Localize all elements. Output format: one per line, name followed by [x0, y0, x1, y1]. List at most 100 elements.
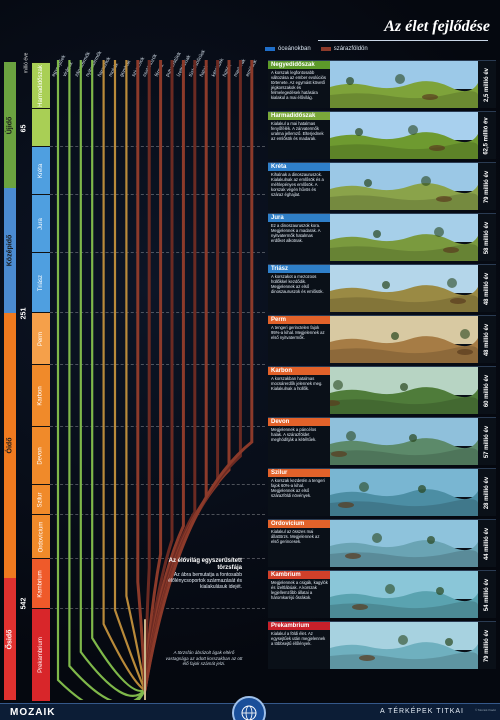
tree-branch-1	[68, 60, 147, 700]
panel-scene	[330, 571, 478, 618]
period-perm: Perm	[32, 312, 50, 365]
panel-scene	[330, 367, 478, 414]
panel-heading: Prekambrium	[268, 622, 330, 630]
panel-text: Harmadidőszak Kialakul a mai hatalmas fen…	[268, 112, 330, 159]
panel-heading: Karbon	[268, 367, 330, 375]
panel-10: Kambrium Megjelennek a csigák, kagylók és…	[268, 570, 496, 618]
globe-badge-icon	[232, 696, 266, 720]
panel-text: Kréta Kihalnak a dinoszauruszok. Kialakul…	[268, 163, 330, 210]
panel-duration: 48 millió év	[484, 323, 491, 356]
panel-scene	[330, 163, 478, 210]
panel-text: Perm A tengeri gerinctelen fajok 95%-a ki…	[268, 316, 330, 363]
panel-description: A korszak legfontosabb változása az embe…	[271, 70, 326, 100]
panel-11: Prekambrium Kialakul a földi élet. Az egy…	[268, 621, 496, 669]
tree-branch-3	[91, 60, 147, 693]
legend-sea-swatch	[265, 47, 275, 51]
mya-label: millió éve	[23, 52, 30, 74]
legend-sea: óceánokban	[265, 46, 311, 52]
tree-branch-6	[125, 60, 147, 692]
panel-duration: 62,5 millió év	[484, 116, 491, 155]
panel-text: Triász A korszakot a mezozoos hüllőkkel k…	[268, 265, 330, 312]
panel-scene	[330, 520, 478, 567]
panel-description: Kialakul a mai hatalmas fenyőfélék. A zá…	[271, 121, 324, 141]
panel-heading: Devon	[268, 418, 330, 426]
rule-6	[50, 426, 265, 427]
period-harmadidoszak-lower	[32, 108, 50, 147]
tree-caption-heading: Az élővilág egyszerűsített törzsfája	[168, 558, 242, 571]
legend-land-swatch	[320, 47, 331, 51]
era-ujido: Újidő	[4, 62, 16, 188]
panel-text: Ordovícium Kialakul az összes mai állattö…	[268, 520, 330, 567]
panel-scene	[330, 214, 478, 261]
era-kozepido: Középidő	[4, 188, 16, 313]
panel-scene	[330, 112, 478, 159]
panel-0: Negyedidőszak A korszak legfontosabb vált…	[268, 60, 496, 108]
panel-duration: 79 millió év	[484, 170, 491, 203]
rule-4	[50, 312, 265, 313]
panel-duration: 54 millió év	[484, 578, 491, 611]
period-triasz: Triász	[32, 252, 50, 313]
era-osido: Ősidő	[4, 578, 16, 700]
title-rule	[318, 40, 488, 41]
panel-duration: 58 millió év	[484, 221, 491, 254]
tree-branch-0	[56, 60, 147, 700]
panel-text: Karbon A korszakban hatalmas mocsárerdők …	[268, 367, 330, 414]
panel-description: A korszakban hatalmas mocsárerdők jelenn…	[271, 376, 323, 391]
tree-caption: Az élővilág egyszerűsített törzsfája Az …	[156, 558, 242, 590]
panel-duration: 79 millió év	[484, 629, 491, 662]
panel-scene	[330, 622, 478, 669]
panel-text: Kambrium Megjelennek a csigák, kagylók és…	[268, 571, 330, 618]
period-harmadidoszak: Harmadidőszak	[32, 62, 50, 109]
rule-8	[50, 514, 265, 515]
panel-duration: 28 millió év	[484, 476, 491, 509]
legend-land: szárazföldön	[320, 46, 368, 52]
panel-description: Ez a dinoszauruszok kora. Megjelennek a …	[271, 223, 321, 243]
panel-text: Prekambrium Kialakul a földi élet. Az egy…	[268, 622, 330, 669]
rule-5	[50, 364, 265, 365]
panel-scene	[330, 469, 478, 516]
tree-branch-17	[143, 60, 254, 692]
rule-7	[50, 484, 265, 485]
panel-duration: 57 millió év	[484, 425, 491, 458]
period-karbon: Karbon	[32, 364, 50, 427]
panel-description: Kialakul az összes mai állattörzs. Megje…	[271, 529, 320, 544]
panel-scene	[330, 418, 478, 465]
tree-caption-text: Az ábra bemutatja a fontosabb élőlénycso…	[168, 572, 242, 590]
panel-description: A korszak kezdetén a tengeri fajok 60%-a…	[271, 478, 325, 498]
panel-text: Jura Ez a dinoszauruszok kora. Megjelenne…	[268, 214, 330, 261]
panel-9: Ordovícium Kialakul az összes mai állattö…	[268, 519, 496, 567]
copyright: © Mozaik Kiadó	[474, 708, 496, 712]
panel-8: Szilur A korszak kezdetén a tengeri fajok…	[268, 468, 496, 516]
tree-caption-note: A törzsfán ábrázolt ágak eltérő vastagsá…	[165, 650, 243, 666]
brand-logo: MOZAIK	[10, 707, 56, 718]
period-ordovicium: Ordovícium	[32, 514, 50, 559]
panel-1: Harmadidőszak Kialakul a mai hatalmas fen…	[268, 111, 496, 159]
panel-duration: 60 millió év	[484, 374, 491, 407]
panel-description: Megjelennek a páncélos halak. A szárazfö…	[271, 427, 317, 442]
boundary-251: 251	[20, 307, 28, 320]
panel-3: Jura Ez a dinoszauruszok kora. Megjelenne…	[268, 213, 496, 261]
panel-6: Karbon A korszakban hatalmas mocsárerdők …	[268, 366, 496, 414]
period-devon: Devon	[32, 426, 50, 485]
period-kreta: Kréta	[32, 146, 50, 195]
tree-branch-7	[136, 60, 147, 692]
panel-heading: Ordovícium	[268, 520, 330, 528]
period-szilur: Szilur	[32, 484, 50, 515]
panel-heading: Kambrium	[268, 571, 330, 579]
panel-heading: Negyedidőszak	[268, 61, 330, 69]
boundary-65: 65	[20, 124, 28, 133]
panel-duration: 2,5 millió év	[484, 67, 490, 102]
panel-heading: Harmadidőszak	[268, 112, 330, 120]
panel-description: Megjelennek a csigák, kagylók és ízeltlá…	[271, 580, 328, 600]
panel-scene	[330, 61, 478, 108]
panel-text: Devon Megjelennek a páncélos halak. A szá…	[268, 418, 330, 465]
panel-5: Perm A tengeri gerinctelen fajok 95%-a ki…	[268, 315, 496, 363]
tree-branch-12	[143, 60, 197, 692]
legend: óceánokban szárazföldön	[265, 46, 495, 52]
panel-heading: Szilur	[268, 469, 330, 477]
panel-4: Triász A korszakot a mezozoos hüllőkkel k…	[268, 264, 496, 312]
panel-scene	[330, 316, 478, 363]
era-oido: Óidő	[4, 313, 16, 578]
boundary-542: 542	[20, 597, 28, 610]
tree-branch-2	[79, 60, 147, 697]
